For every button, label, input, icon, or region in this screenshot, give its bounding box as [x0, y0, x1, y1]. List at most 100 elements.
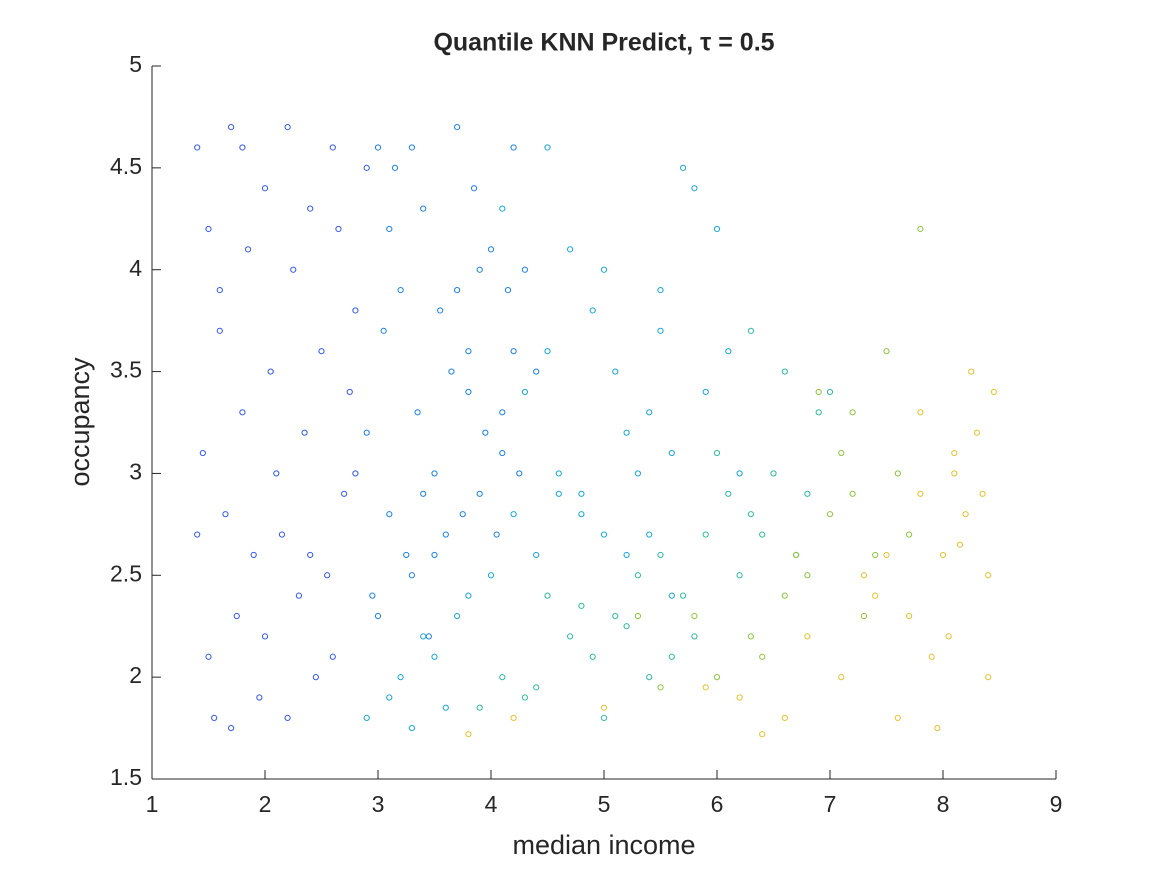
point	[657, 327, 664, 334]
point	[600, 704, 608, 711]
point	[826, 388, 834, 396]
point	[691, 633, 698, 640]
point	[990, 388, 997, 396]
point	[668, 592, 675, 599]
point	[414, 409, 421, 416]
point	[324, 572, 331, 579]
point	[442, 704, 449, 711]
point	[747, 511, 755, 518]
point	[374, 144, 382, 151]
y-tick-label: 1.5	[110, 764, 142, 790]
point	[968, 368, 975, 375]
point	[849, 409, 856, 416]
point	[815, 388, 822, 396]
point	[612, 612, 619, 620]
point	[470, 185, 478, 192]
point	[521, 266, 529, 273]
point	[578, 490, 585, 497]
point	[555, 490, 562, 497]
point	[420, 205, 427, 212]
point	[380, 327, 387, 334]
point	[431, 551, 438, 559]
point	[691, 612, 698, 620]
point	[216, 286, 223, 294]
point	[533, 551, 540, 559]
point	[318, 348, 325, 355]
point	[589, 653, 596, 660]
point	[634, 470, 642, 477]
point	[804, 633, 811, 640]
point	[437, 307, 444, 314]
point	[420, 633, 427, 640]
point	[408, 724, 415, 732]
point	[956, 541, 964, 548]
point	[261, 185, 269, 192]
point	[894, 714, 901, 721]
point	[533, 684, 540, 691]
point	[781, 592, 788, 599]
point	[917, 409, 924, 416]
point	[487, 246, 495, 253]
y-tick-label: 2.5	[110, 560, 142, 586]
point	[273, 470, 280, 477]
point	[691, 185, 698, 192]
point	[363, 429, 370, 436]
point	[431, 470, 438, 477]
point	[403, 551, 410, 559]
point	[329, 144, 336, 151]
point	[493, 531, 500, 538]
point	[510, 511, 517, 518]
point	[228, 124, 235, 131]
point	[646, 674, 653, 681]
point	[307, 205, 314, 212]
point	[516, 470, 523, 477]
point	[510, 714, 517, 721]
point	[934, 724, 941, 732]
point	[363, 164, 370, 171]
x-tick-label: 7	[824, 791, 837, 817]
point	[408, 144, 415, 151]
point	[917, 490, 924, 497]
point	[544, 592, 551, 599]
x-tick-label: 8	[937, 791, 950, 817]
point	[499, 674, 506, 681]
point	[386, 225, 393, 233]
point	[454, 612, 461, 620]
y-axis-label: occupancy	[65, 357, 95, 487]
point	[815, 409, 822, 416]
point	[623, 551, 630, 559]
point	[397, 674, 404, 681]
point	[420, 490, 427, 497]
x-axis-label: median income	[512, 830, 695, 860]
point	[454, 286, 461, 294]
point	[465, 731, 472, 738]
point	[329, 653, 336, 660]
point	[499, 205, 506, 212]
point	[408, 572, 415, 579]
point	[352, 307, 359, 314]
point	[216, 327, 223, 334]
point	[646, 531, 653, 538]
point	[261, 633, 269, 640]
point	[860, 612, 868, 620]
point	[759, 653, 766, 660]
point	[589, 307, 596, 314]
point	[301, 429, 308, 436]
point	[459, 511, 466, 518]
point	[205, 653, 212, 660]
x-tick-label: 3	[372, 791, 385, 817]
point	[284, 714, 291, 721]
point	[793, 551, 800, 559]
point	[781, 368, 788, 375]
point	[465, 592, 472, 599]
y-tick-label: 2	[129, 662, 142, 688]
point	[267, 368, 274, 375]
point	[657, 551, 664, 559]
point	[205, 225, 212, 233]
point	[244, 246, 252, 253]
point	[194, 144, 201, 151]
x-tick-label: 1	[146, 791, 159, 817]
point	[759, 531, 766, 538]
point	[951, 470, 958, 477]
